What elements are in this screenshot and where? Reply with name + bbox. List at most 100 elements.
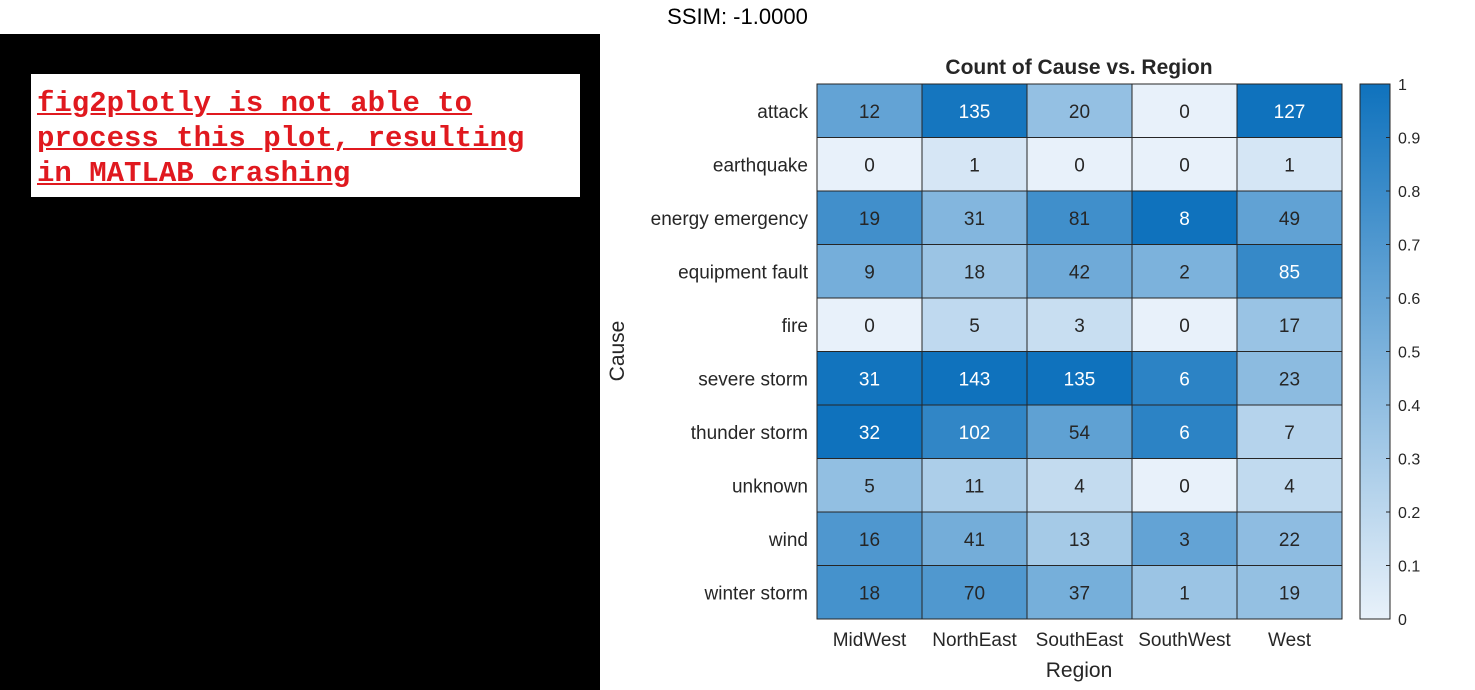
cell-value-label: 5 [864, 476, 875, 497]
ssim-label: SSIM: -1.0000 [667, 4, 808, 29]
cell-value-label: 9 [864, 262, 875, 283]
x-tick-labels: MidWest NorthEast SouthEast SouthWest West [833, 630, 1312, 651]
cell-value-label: 0 [1179, 316, 1190, 337]
heatmap-cell [1131, 565, 1238, 620]
heatmap-cell [921, 351, 1028, 406]
notice-line-1: fig2plotly is not able to [37, 87, 473, 120]
heatmap-cell [1131, 83, 1238, 138]
colorbar-tick-label: 0.1 [1398, 559, 1420, 576]
colorbar-tick-label: 0.5 [1398, 345, 1420, 362]
x-tick-label: MidWest [833, 630, 907, 651]
cell-value-label: 6 [1179, 423, 1190, 444]
heatmap-cell [1026, 458, 1133, 513]
heatmap-cell [1026, 511, 1133, 566]
cell-value-label: 0 [864, 155, 875, 176]
cell-value-label: 19 [1279, 583, 1300, 604]
y-tick-label: severe storm [698, 369, 808, 390]
y-axis-label: Cause [606, 321, 629, 382]
heatmap-cell [921, 190, 1028, 245]
heatmap-cell [1131, 511, 1238, 566]
cell-value-label: 0 [1074, 155, 1085, 176]
heatmap-cell [1236, 137, 1343, 192]
cell-value-label: 0 [864, 316, 875, 337]
heatmap-cell [1131, 190, 1238, 245]
cell-value-label: 42 [1069, 262, 1090, 283]
x-tick-label: NorthEast [932, 630, 1017, 651]
colorbar-tick-label: 0.7 [1398, 238, 1420, 255]
cell-value-label: 5 [969, 316, 980, 337]
notice-line-2: process this plot, resulting [37, 122, 525, 155]
colorbar-tick-label: 0.6 [1398, 291, 1420, 308]
cell-value-label: 135 [1064, 369, 1096, 390]
cell-value-label: 0 [1179, 476, 1190, 497]
cell-value-label: 11 [965, 476, 985, 497]
y-tick-label: energy emergency [651, 209, 809, 230]
colorbar-tick-label: 0 [1398, 612, 1407, 629]
heatmap-cell [816, 458, 923, 513]
heatmap-cell [1026, 351, 1133, 406]
x-tick-label: SouthWest [1138, 630, 1231, 651]
cell-value-label: 17 [1279, 316, 1300, 337]
cell-value-label: 1 [1179, 583, 1190, 604]
cell-value-label: 19 [859, 209, 880, 230]
heatmap-cell [816, 404, 923, 459]
x-axis-label: Region [1046, 659, 1113, 682]
heatmap-cell [816, 297, 923, 352]
chart-title: Count of Cause vs. Region [945, 56, 1212, 79]
heatmap-cell [921, 297, 1028, 352]
heatmap-cell [816, 351, 923, 406]
heatmap-cell [921, 511, 1028, 566]
y-tick-label: attack [757, 102, 808, 123]
heatmap-cell [1131, 244, 1238, 299]
cell-value-label: 37 [1069, 583, 1090, 604]
cell-value-label: 8 [1179, 209, 1190, 230]
cell-value-label: 143 [959, 369, 991, 390]
cell-value-label: 4 [1284, 476, 1295, 497]
heatmap-cell [1026, 404, 1133, 459]
cell-value-label: 2 [1179, 262, 1190, 283]
cell-value-label: 23 [1279, 369, 1300, 390]
cell-value-label: 54 [1069, 423, 1091, 444]
heatmap-cell [816, 83, 923, 138]
heatmap-cell [1236, 511, 1343, 566]
cell-value-label: 31 [964, 209, 985, 230]
cell-value-label: 0 [1179, 155, 1190, 176]
heatmap-cell [1236, 404, 1343, 459]
cell-value-label: 22 [1279, 530, 1300, 551]
heatmap-cell [921, 83, 1028, 138]
heatmap-cell [1026, 83, 1133, 138]
colorbar-tick-label: 0.3 [1398, 452, 1420, 469]
colorbar [1359, 83, 1391, 620]
heatmap-cell [816, 565, 923, 620]
heatmap-cell [1236, 190, 1343, 245]
cell-value-label: 0 [1179, 102, 1190, 123]
cell-value-label: 70 [964, 583, 985, 604]
heatmap-cell [1236, 565, 1343, 620]
colorbar-tick-label: 0.4 [1398, 398, 1420, 415]
heatmap-cell [1236, 83, 1343, 138]
heatmap-cell [1026, 244, 1133, 299]
cell-value-label: 41 [964, 530, 985, 551]
cell-value-label: 4 [1074, 476, 1085, 497]
colorbar-tick-label: 0.8 [1398, 184, 1420, 201]
y-tick-label: earthquake [713, 155, 808, 176]
error-notice: fig2plotly is not able to process this p… [31, 74, 580, 197]
colorbar-ticks: 0 0.1 0.2 0.3 0.4 0.5 0.6 0.7 0.8 0.9 1 [1386, 77, 1420, 629]
cell-value-label: 13 [1069, 530, 1090, 551]
cell-value-label: 18 [964, 262, 985, 283]
heatmap-cell [1026, 137, 1133, 192]
cell-value-label: 85 [1279, 262, 1300, 283]
heatmap-cell [1131, 137, 1238, 192]
heatmap-cell [1026, 565, 1133, 620]
y-tick-label: equipment fault [678, 262, 809, 283]
cell-value-label: 6 [1179, 369, 1190, 390]
cell-value-label: 81 [1069, 209, 1090, 230]
cell-value-label: 18 [859, 583, 880, 604]
heatmap-cell [1131, 404, 1238, 459]
heatmap-cell [921, 244, 1028, 299]
heatmap-cell [1236, 458, 1343, 513]
heatmap-cell [1131, 351, 1238, 406]
x-tick-label: SouthEast [1036, 630, 1124, 651]
y-tick-label: unknown [732, 476, 808, 497]
